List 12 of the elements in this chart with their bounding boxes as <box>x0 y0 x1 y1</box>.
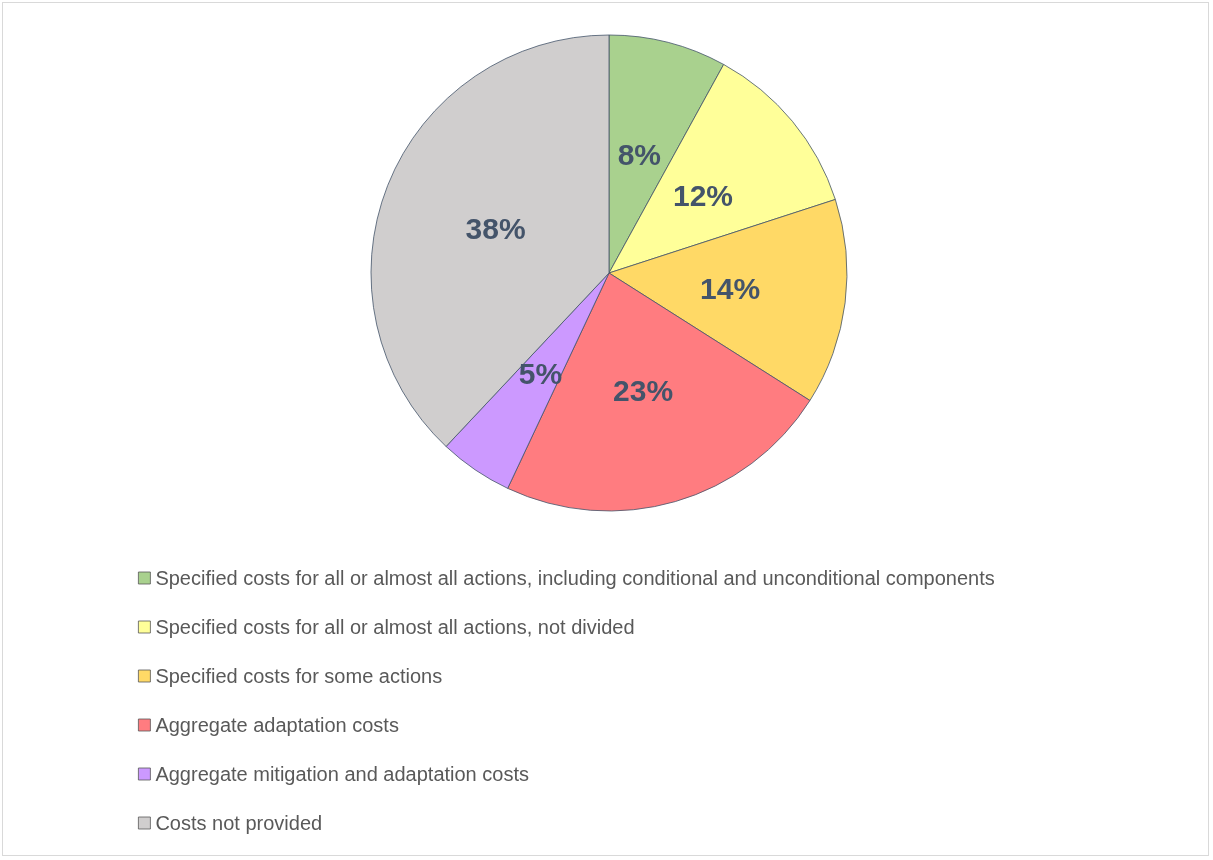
data-label: 14% <box>700 271 761 305</box>
legend-label: Aggregate mitigation and adaptation costs <box>155 763 529 785</box>
legend-label: Specified costs for all or almost all actions, including conditional and unconditional components <box>155 567 995 589</box>
data-label: 5% <box>518 357 563 391</box>
legend-label: Specified costs for some actions <box>155 665 443 687</box>
data-label: 12% <box>672 178 734 212</box>
data-label: 23% <box>613 373 674 407</box>
legend-label: Costs not provided <box>155 812 323 834</box>
data-label: 38% <box>465 211 526 245</box>
legend-label: Specified costs for all or almost all actions, not divided <box>155 616 635 638</box>
legend-label: Aggregate adaptation costs <box>155 714 399 736</box>
data-label: 8% <box>617 138 662 172</box>
